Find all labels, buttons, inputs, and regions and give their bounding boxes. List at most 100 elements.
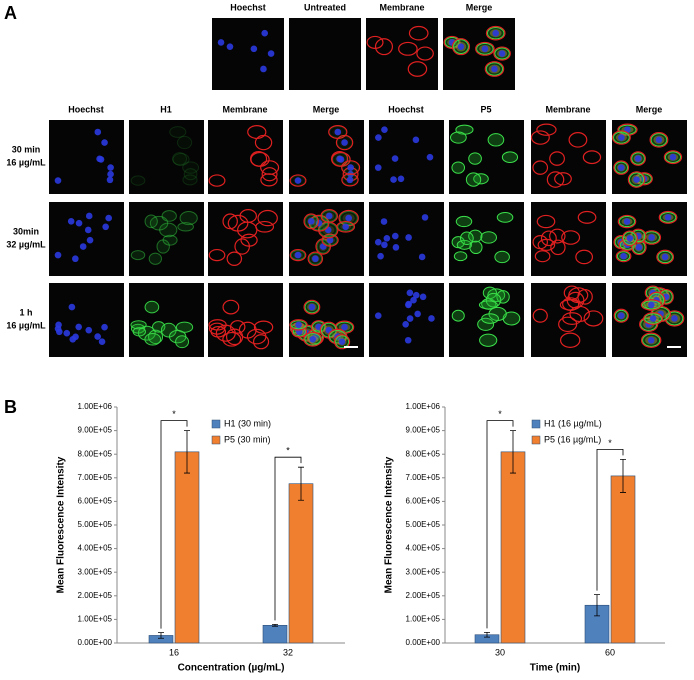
cell: [408, 25, 429, 41]
legend-swatch: [211, 435, 221, 445]
nucleus: [94, 128, 102, 136]
nucleus: [307, 218, 315, 225]
cell: [568, 132, 588, 148]
cell: [478, 300, 498, 310]
y-tick-label: 0.00E+00: [78, 638, 113, 647]
nucleus: [217, 39, 225, 46]
nucleus: [406, 315, 414, 322]
nucleus: [98, 338, 106, 346]
cell: [630, 151, 646, 166]
cell: [455, 215, 473, 228]
cell: [561, 230, 581, 245]
legend-swatch: [531, 435, 541, 445]
y-tick-label: 7.00E+05: [78, 473, 113, 482]
cell: [656, 249, 675, 265]
nucleus: [381, 241, 388, 249]
panel-label: A: [4, 3, 17, 23]
cell: [640, 299, 662, 311]
y-tick-label: 0.00E+00: [406, 638, 441, 647]
nucleus: [405, 234, 412, 241]
nucleus: [55, 321, 62, 329]
nucleus: [85, 326, 93, 334]
nucleus: [648, 234, 655, 241]
micrograph: [208, 202, 283, 276]
nucleus: [405, 301, 412, 309]
cell: [303, 299, 321, 315]
cell: [451, 38, 471, 56]
nucleus: [63, 329, 71, 337]
nucleus: [426, 153, 434, 161]
row-label: 30min: [13, 226, 39, 236]
nucleus: [377, 252, 384, 260]
nucleus: [325, 212, 333, 220]
nucleus: [341, 139, 348, 146]
cell: [416, 46, 434, 61]
y-tick-label: 4.00E+05: [406, 544, 441, 553]
nucleus: [414, 310, 421, 318]
x-axis-title: Concentration (µg/mL): [178, 663, 285, 674]
cell: [307, 251, 324, 266]
cell: [550, 239, 566, 256]
nucleus: [295, 321, 302, 329]
legend-swatch: [211, 419, 221, 429]
nucleus: [410, 296, 417, 304]
cell: [664, 310, 685, 327]
nucleus: [261, 29, 269, 37]
row-label: 30 min: [12, 144, 41, 154]
nucleus: [294, 251, 302, 259]
cell: [575, 249, 594, 265]
cell: [496, 211, 514, 223]
cell: [182, 174, 198, 186]
nucleus: [669, 153, 677, 161]
y-tick-label: 5.00E+05: [406, 520, 441, 529]
cell: [144, 333, 162, 346]
error-bar: [594, 594, 600, 617]
cell: [554, 172, 572, 186]
micrograph: [289, 18, 361, 90]
legend-label: H1 (30 min): [224, 418, 271, 428]
cell: [260, 173, 278, 187]
y-tick-label: 3.00E+05: [78, 567, 113, 576]
y-tick-label: 6.00E+05: [78, 497, 113, 506]
cell: [333, 334, 351, 350]
significance-bracket: [486, 420, 514, 629]
cell: [328, 125, 348, 140]
cell: [336, 220, 356, 233]
y-tick-label: 9.00E+05: [406, 426, 441, 435]
nucleus: [633, 176, 640, 183]
nucleus: [404, 336, 412, 344]
cell: [658, 210, 678, 224]
cell: [239, 209, 257, 223]
cell: [250, 151, 270, 167]
column-label: Untreated: [304, 2, 346, 12]
nucleus: [412, 291, 420, 299]
nucleus: [97, 156, 105, 163]
nucleus: [419, 293, 427, 301]
nucleus: [67, 218, 75, 225]
cell: [530, 130, 550, 145]
y-tick-label: 1.00E+05: [78, 615, 113, 624]
cell: [451, 309, 465, 322]
legend-label: P5 (16 µg/mL): [544, 434, 601, 444]
y-tick-label: 1.00E+05: [406, 615, 441, 624]
cell: [639, 316, 659, 333]
cell: [208, 248, 226, 262]
nucleus: [498, 50, 506, 57]
cell: [536, 123, 557, 136]
cell: [303, 213, 319, 230]
cell: [480, 231, 497, 244]
error-bar: [510, 430, 516, 474]
cell: [536, 214, 556, 229]
cell: [208, 174, 226, 187]
nucleus: [69, 335, 77, 343]
cell: [407, 61, 428, 77]
nucleus: [345, 214, 352, 222]
cell: [162, 234, 178, 246]
cell: [252, 334, 270, 350]
cell: [496, 290, 510, 304]
nucleus: [260, 65, 267, 73]
micrograph: [208, 120, 283, 194]
y-tick-label: 6.00E+05: [406, 497, 441, 506]
cell: [320, 209, 338, 223]
nucleus: [346, 176, 354, 184]
